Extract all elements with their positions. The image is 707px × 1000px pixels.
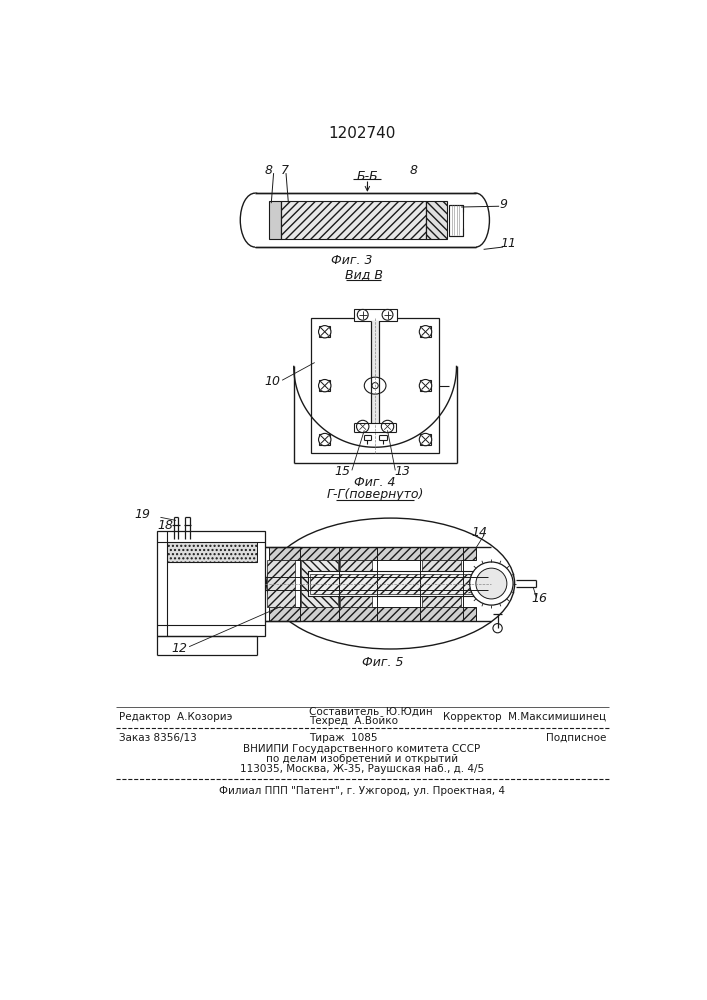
Text: Редактор  А.Козориэ: Редактор А.Козориэ [119, 712, 233, 722]
Text: Корректор  М.Максимишинец: Корректор М.Максимишинец [443, 712, 606, 722]
Text: Тираж  1085: Тираж 1085 [309, 733, 378, 743]
Text: 15: 15 [334, 465, 351, 478]
Bar [420, 380, 431, 391]
Circle shape [382, 309, 393, 320]
Bar [156, 531, 265, 636]
Text: 8: 8 [265, 164, 273, 177]
Circle shape [381, 420, 394, 433]
Text: Г-Г(повернуто): Г-Г(повернуто) [327, 488, 423, 501]
Circle shape [372, 383, 378, 389]
Text: 12: 12 [172, 642, 188, 655]
Bar [255, 193, 476, 247]
Text: 113035, Москва, Ж-35, Раушская наб., д. 4/5: 113035, Москва, Ж-35, Раушская наб., д. … [240, 764, 484, 774]
Circle shape [357, 309, 368, 320]
Circle shape [356, 420, 369, 433]
Bar [269, 607, 476, 620]
Bar [420, 434, 431, 445]
Text: Филиал ППП "Патент", г. Ужгород, ул. Проектная, 4: Филиал ППП "Патент", г. Ужгород, ул. Про… [219, 786, 505, 796]
Bar [320, 326, 330, 337]
Text: Составитель  Ю.Юдин: Составитель Ю.Юдин [309, 706, 433, 716]
Text: Подписное: Подписное [546, 733, 606, 743]
Text: Техред  А.Войко: Техред А.Войко [309, 716, 398, 726]
Circle shape [419, 379, 432, 392]
Ellipse shape [267, 518, 515, 649]
Text: Б-Б: Б-Б [356, 170, 378, 183]
Circle shape [319, 326, 331, 338]
Text: 9: 9 [499, 198, 507, 211]
Bar [281, 201, 426, 239]
Bar [340, 560, 372, 607]
Text: 19: 19 [134, 508, 151, 521]
Bar [308, 571, 484, 596]
Circle shape [476, 568, 507, 599]
Text: ВНИИПИ Государственного комитета СССР: ВНИИПИ Государственного комитета СССР [243, 744, 481, 754]
Text: 8: 8 [410, 164, 418, 177]
Ellipse shape [364, 377, 386, 394]
Text: 16: 16 [532, 592, 547, 605]
Bar [371, 321, 379, 423]
Bar [168, 542, 257, 562]
Bar [300, 560, 338, 607]
Circle shape [419, 326, 432, 338]
Bar [449, 205, 462, 235]
Text: 11: 11 [501, 237, 516, 250]
Text: Вид В: Вид В [344, 268, 382, 281]
Bar [426, 201, 448, 239]
Text: 7: 7 [281, 164, 288, 177]
Text: 13: 13 [395, 465, 410, 478]
Circle shape [419, 433, 432, 446]
Text: 1202740: 1202740 [328, 126, 396, 141]
Text: Фиг. 4: Фиг. 4 [354, 476, 396, 489]
Bar [354, 309, 397, 321]
Text: Заказ 8356/13: Заказ 8356/13 [119, 733, 197, 743]
Text: 10: 10 [264, 375, 280, 388]
Bar [320, 380, 330, 391]
Bar [420, 326, 431, 337]
Bar [311, 318, 440, 453]
Circle shape [319, 433, 331, 446]
Bar [269, 547, 476, 560]
Bar [310, 574, 481, 594]
Circle shape [319, 379, 331, 392]
Text: Фиг. 3: Фиг. 3 [331, 254, 373, 267]
Ellipse shape [240, 193, 270, 247]
Bar [267, 560, 295, 607]
Text: Фиг. 5: Фиг. 5 [362, 656, 404, 669]
Circle shape [469, 562, 513, 605]
Bar [421, 560, 461, 607]
Text: 14: 14 [472, 526, 488, 539]
Ellipse shape [462, 193, 489, 247]
Bar [269, 201, 281, 239]
Text: 18: 18 [158, 519, 174, 532]
Bar [320, 434, 330, 445]
Text: по делам изобретений и открытий: по делам изобретений и открытий [266, 754, 458, 764]
Circle shape [493, 624, 502, 633]
